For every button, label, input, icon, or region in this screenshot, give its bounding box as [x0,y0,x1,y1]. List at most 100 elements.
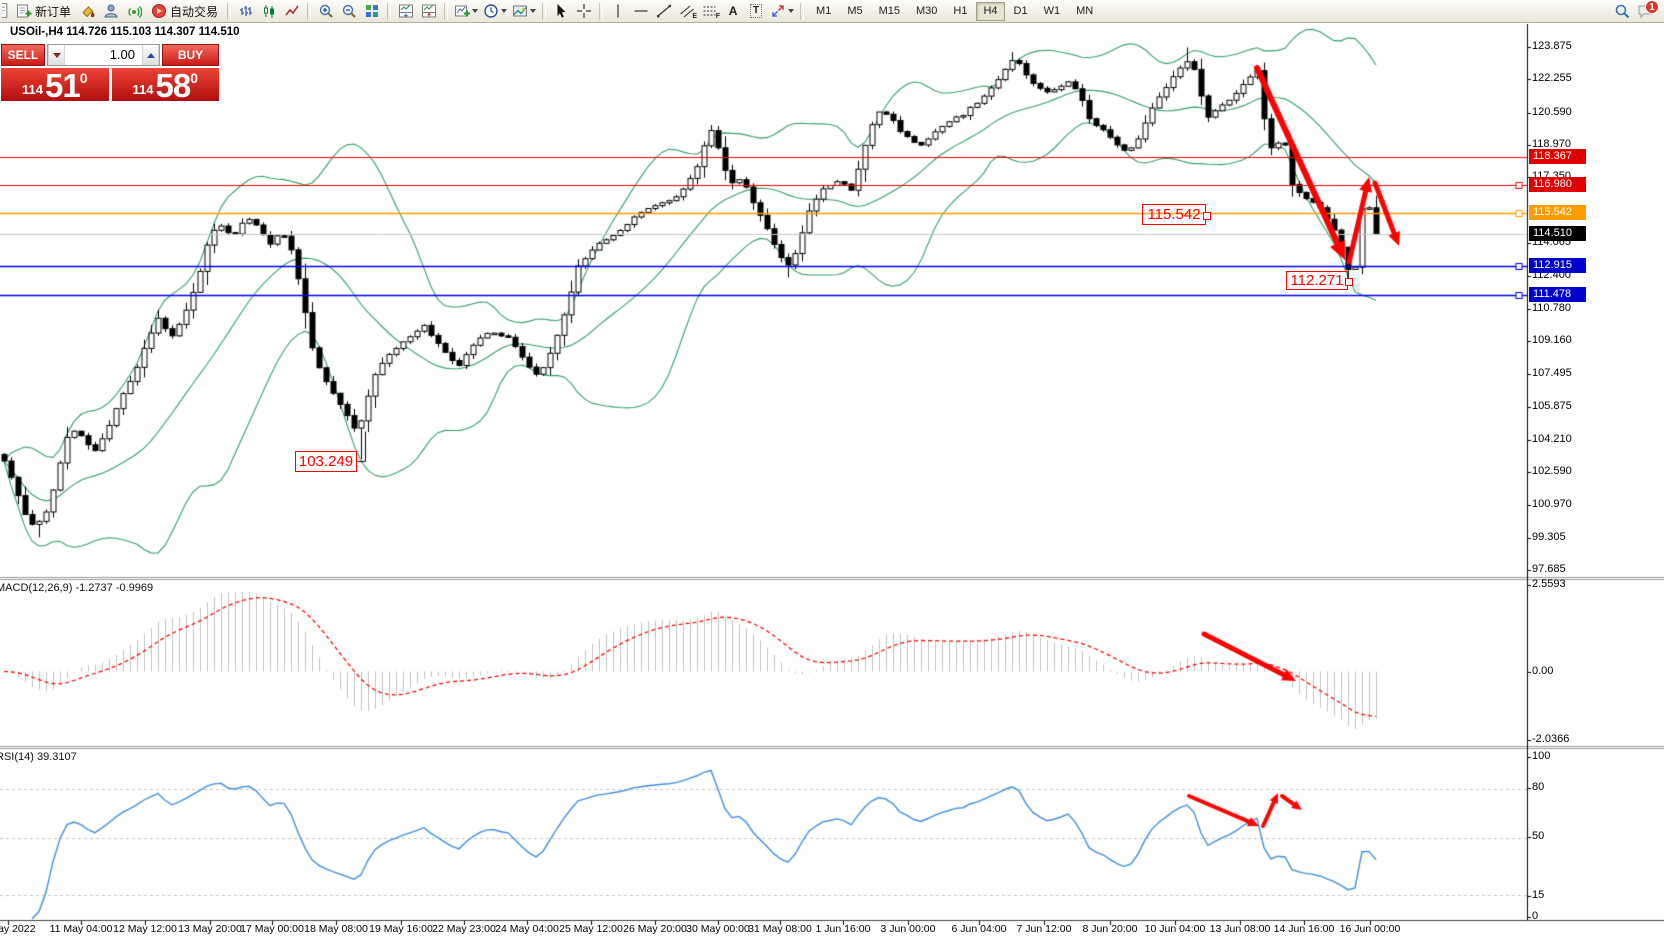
fibonacci-icon [703,6,716,16]
channel-button[interactable]: E [676,1,698,21]
zoom-in-icon [319,4,333,18]
clipped-icon [2,2,10,20]
template-button[interactable] [510,1,538,21]
new-order-icon [17,4,32,18]
add-indicator-button[interactable] [452,1,480,21]
auto-trading-button[interactable]: 自动交易 [146,1,223,21]
new-order-button[interactable]: 新订单 [11,1,76,21]
chevron-down-icon [530,9,537,13]
fibonacci-glyph: F [715,13,721,20]
profile-button[interactable] [100,1,122,21]
paint-bucket-button[interactable] [77,1,99,21]
buy-price-prefix: 114 [132,82,154,97]
text-tool-glyph: A [728,4,738,18]
channel-icon [680,5,694,18]
chart-title: USOil-,H4 114.726 115.103 114.307 114.51… [10,26,240,38]
timeframe-w1[interactable]: W1 [1037,2,1068,21]
buy-price-main: 58 [155,68,191,101]
new-order-label: 新订单 [35,4,72,19]
volume-increase-button[interactable] [142,45,159,65]
crosshair-button[interactable] [573,1,595,21]
timeframe-m1[interactable]: M1 [809,2,838,21]
vertical-line-button[interactable] [607,1,629,21]
buy-button[interactable]: BUY [162,44,219,66]
one-click-trading-panel: SELL 1.00 BUY 114 51 0 114 58 0 [1,44,219,101]
label-tool-glyph: T [749,4,763,18]
zoom-in-button[interactable] [315,1,337,21]
text-button[interactable]: A [722,1,744,21]
period-button[interactable] [481,1,509,21]
channel-glyph: E [692,13,698,20]
toolbar: 新订单 自动交易 E F A T M1 M5 M15 M30 H1 H4 D1 W1 MN 1 [0,0,1664,23]
volume-input[interactable]: 1.00 [109,47,135,62]
toolbar-separator [307,2,312,20]
line-chart-icon [285,5,299,16]
horizontal-line-button[interactable] [630,1,652,21]
chevron-down-icon [501,9,508,13]
arrows-button[interactable] [768,1,796,21]
indicator-window-button-1[interactable] [395,1,417,21]
sell-button[interactable]: SELL [1,44,45,66]
notifications-button[interactable]: 1 [1634,0,1659,21]
auto-trading-icon [152,4,167,18]
fibonacci-button[interactable]: F [699,1,721,21]
rsi-label: RSI(14) 39.3107 [0,751,77,763]
chevron-down-icon [788,9,795,13]
toolbar-separator [599,2,604,20]
label-button[interactable]: T [745,1,767,21]
bar-chart-icon [240,6,253,16]
search-icon [1615,4,1630,19]
tile-windows-button[interactable] [361,1,383,21]
sell-price-main: 51 [44,68,81,101]
trendline-button[interactable] [653,1,675,21]
timeframe-h1[interactable]: H1 [946,2,974,21]
trendline-icon [657,4,672,18]
timeframe-mn[interactable]: MN [1069,2,1100,21]
template-icon [513,5,528,17]
sell-price-tile[interactable]: 114 51 0 [1,68,109,101]
toolbar-separator [387,2,392,20]
buy-price-tile[interactable]: 114 58 0 [111,68,219,101]
chevron-down-icon [472,9,479,13]
volume-decrease-button[interactable] [48,45,65,65]
arrows-tool-icon [772,5,784,17]
bar-chart-button[interactable] [235,1,257,21]
signals-button[interactable] [123,1,145,21]
toolbar-separator [800,2,805,20]
indicator-window-icon [422,4,437,18]
candlestick-chart-icon [264,5,275,18]
timeframe-h4[interactable]: H4 [976,1,1005,21]
buy-price-sup: 0 [190,70,198,86]
tile-windows-icon [366,5,379,17]
add-indicator-icon [455,5,471,17]
timeframe-m5[interactable]: M5 [840,2,869,21]
crosshair-icon [577,4,592,18]
search-button[interactable] [1611,1,1633,21]
volume-stepper: 1.00 [47,44,160,66]
indicator-window-button-2[interactable] [418,1,440,21]
sell-price-sup: 0 [79,70,88,86]
timeframe-d1[interactable]: D1 [1007,2,1035,21]
notification-badge: 1 [1645,0,1659,14]
toolbar-separator [227,2,232,20]
paint-bucket-icon [82,6,95,18]
signal-icon [128,6,143,18]
vertical-line-icon [617,4,619,18]
cursor-button[interactable] [550,1,572,21]
zoom-out-icon [342,4,356,18]
zoom-out-button[interactable] [338,1,360,21]
timeframe-m30[interactable]: M30 [909,2,944,21]
toolbar-separator [542,2,547,20]
triangle-down-icon [52,52,61,62]
clock-icon [484,4,498,18]
cursor-icon [557,4,566,18]
line-chart-button[interactable] [281,1,303,21]
person-icon [104,4,118,18]
toolbar-separator [444,2,449,20]
timeframe-m15[interactable]: M15 [872,2,907,21]
horizontal-line-icon [634,10,648,12]
candlestick-chart-button[interactable] [258,1,280,21]
auto-trading-label: 自动交易 [170,4,219,19]
timeframe-group: M1 M5 M15 M30 H1 H4 D1 W1 MN [808,1,1101,21]
